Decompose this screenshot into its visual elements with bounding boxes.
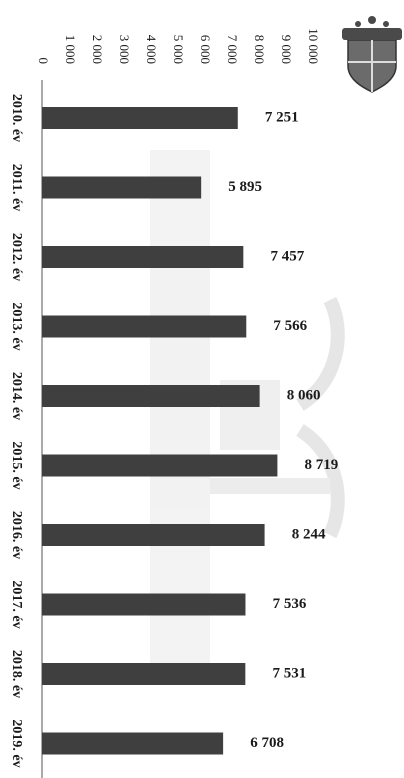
value-axis-tick-label: 9 000 bbox=[279, 35, 294, 64]
bar bbox=[42, 246, 244, 268]
bar bbox=[42, 176, 202, 199]
value-axis-tick-label: 3 000 bbox=[117, 35, 132, 64]
category-label: 2011. év bbox=[9, 164, 24, 211]
value-axis-tick-label: 0 bbox=[36, 58, 51, 65]
data-label: 8 060 bbox=[287, 387, 321, 403]
bar bbox=[42, 385, 260, 407]
data-label: 5 895 bbox=[228, 179, 262, 195]
data-label: 7 457 bbox=[270, 248, 304, 264]
data-label: 8 719 bbox=[305, 457, 339, 473]
category-label: 2013. év bbox=[9, 302, 24, 350]
value-axis-tick-label: 6 000 bbox=[198, 35, 213, 64]
bar bbox=[42, 593, 246, 616]
data-label: 6 708 bbox=[250, 735, 284, 751]
bar bbox=[42, 107, 238, 129]
value-axis-tick-label: 5 000 bbox=[171, 35, 186, 64]
plot-area: 0 1 000 2 000 3 000 4 000 5 000 6 000 7 000 8 00… bbox=[9, 28, 339, 778]
bar bbox=[42, 315, 247, 338]
data-label: 7 251 bbox=[265, 109, 299, 125]
value-axis-tick-label: 2 000 bbox=[90, 35, 105, 64]
value-axis-tick-label: 10 000 bbox=[306, 28, 321, 64]
category-label: 2014. év bbox=[9, 372, 24, 420]
value-axis-tick-label: 8 000 bbox=[252, 35, 267, 64]
category-label: 2018. év bbox=[9, 650, 24, 698]
value-axis-tick-label: 1 000 bbox=[63, 35, 78, 64]
bar bbox=[42, 732, 224, 755]
category-label: 2010. év bbox=[9, 94, 24, 142]
data-label: 8 244 bbox=[292, 526, 326, 542]
value-axis-tick-label: 4 000 bbox=[144, 35, 159, 64]
data-label: 7 536 bbox=[273, 596, 307, 612]
value-axis-tick-label: 7 000 bbox=[225, 35, 240, 64]
category-label: 2012. év bbox=[9, 233, 24, 281]
data-label: 7 531 bbox=[272, 665, 306, 681]
bar bbox=[42, 663, 246, 685]
category-label: 2016. év bbox=[9, 511, 24, 559]
data-label: 7 566 bbox=[273, 318, 307, 334]
watermark-crest-icon bbox=[150, 150, 345, 670]
category-label: 2015. év bbox=[9, 441, 24, 489]
category-label: 2019. év bbox=[9, 719, 24, 767]
bar bbox=[42, 454, 278, 477]
category-label: 2017. év bbox=[9, 580, 24, 628]
coat-of-arms-logo bbox=[342, 16, 402, 93]
bar bbox=[42, 524, 265, 546]
